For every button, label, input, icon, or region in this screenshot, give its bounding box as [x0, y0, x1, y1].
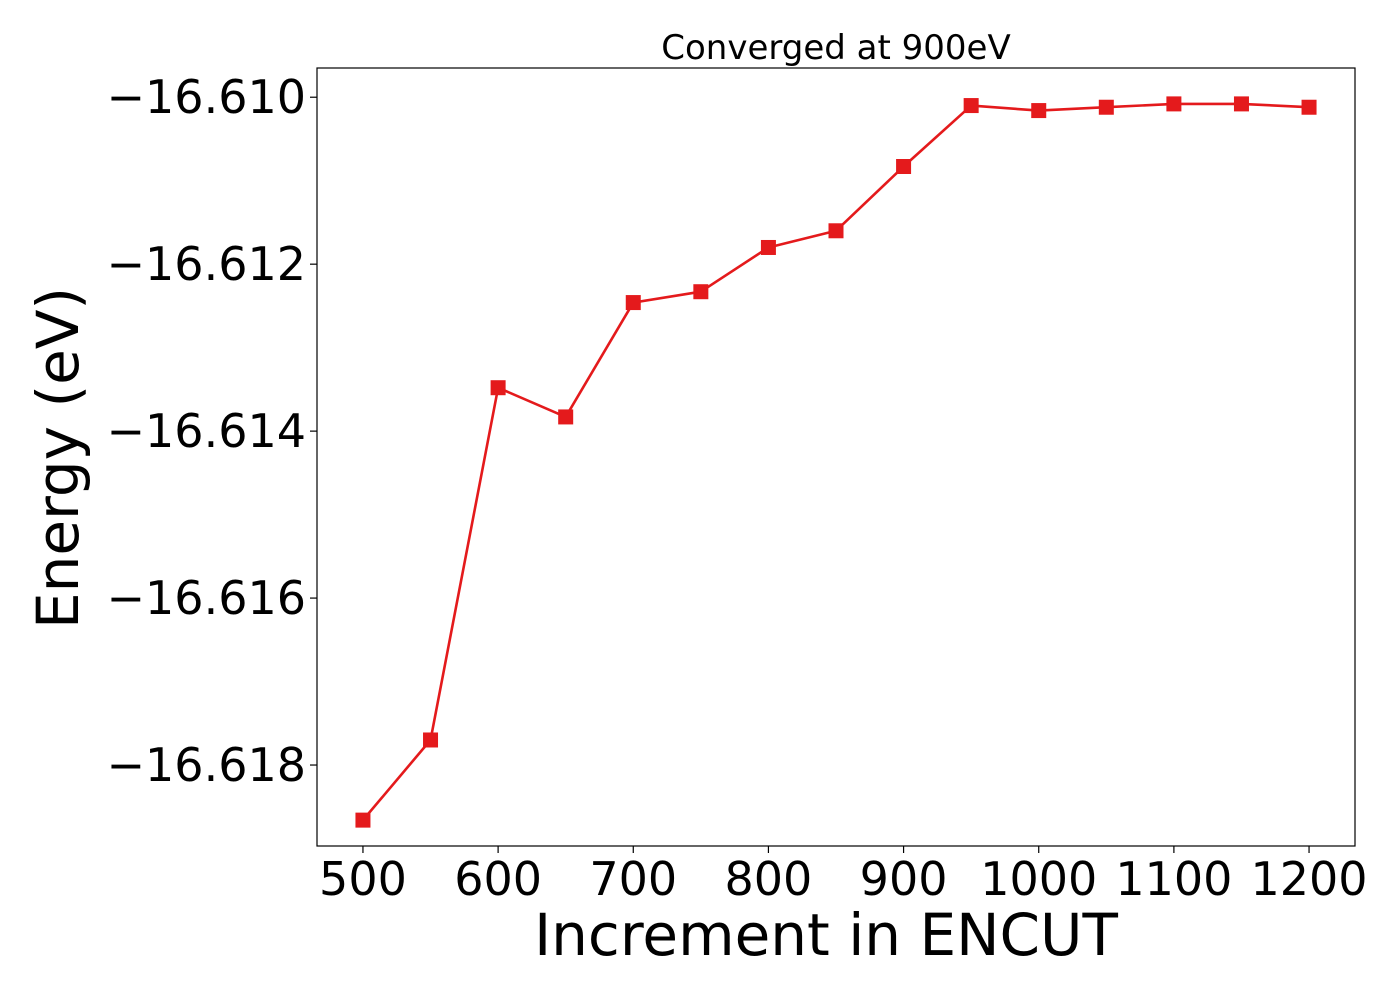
x-tick-label: 600: [454, 852, 542, 906]
data-point-marker: [423, 732, 439, 748]
chart-title: Converged at 900eV: [661, 28, 1010, 68]
x-tick-label: 1000: [980, 852, 1097, 906]
y-tick-label: −16.612: [107, 237, 307, 291]
plot-area: [316, 67, 1356, 847]
data-point-marker: [693, 284, 709, 300]
data-point-marker: [896, 159, 912, 175]
data-point-marker: [1166, 96, 1182, 112]
data-point-marker: [1031, 103, 1047, 119]
x-tick-label: 900: [860, 852, 948, 906]
data-point-marker: [558, 409, 574, 425]
y-axis: −16.618 −16.616 −16.614 −16.612 −16.610: [107, 70, 317, 792]
data-point-marker: [490, 380, 506, 396]
x-axis: 500 600 700 800 900 1000 1100 1200: [319, 846, 1368, 906]
series-layer: [355, 96, 1317, 828]
y-tick-label: −16.610: [107, 70, 307, 124]
data-point-marker: [963, 98, 979, 114]
y-axis-label: Energy (eV): [24, 287, 92, 629]
x-tick-label: 500: [319, 852, 407, 906]
data-point-marker: [355, 812, 371, 828]
data-point-marker: [1098, 99, 1114, 115]
x-axis-label: Increment in ENCUT: [534, 901, 1118, 969]
y-tick-label: −16.614: [107, 404, 307, 458]
x-tick-label: 700: [589, 852, 677, 906]
data-point-marker: [625, 295, 641, 311]
x-tick-label: 1100: [1115, 852, 1232, 906]
y-tick-label: −16.616: [107, 571, 307, 625]
x-tick-label: 1200: [1251, 852, 1368, 906]
data-point-marker: [1233, 96, 1249, 112]
y-tick-label: −16.618: [107, 738, 307, 792]
data-point-marker: [1301, 99, 1317, 115]
x-tick-label: 800: [725, 852, 813, 906]
data-point-marker: [828, 223, 844, 239]
data-point-marker: [760, 239, 776, 255]
